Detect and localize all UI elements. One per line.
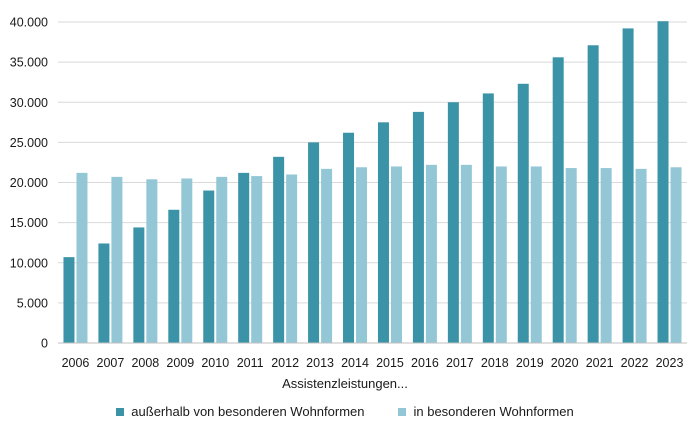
y-tick-label: 15.000 bbox=[10, 216, 48, 230]
bar-inside bbox=[251, 176, 263, 343]
y-tick-label: 35.000 bbox=[10, 56, 48, 70]
x-tick-label: 2010 bbox=[201, 356, 229, 370]
bar-outside bbox=[308, 142, 320, 343]
x-tick-label: 2017 bbox=[446, 356, 474, 370]
bar-outside bbox=[657, 21, 669, 343]
bar-outside bbox=[63, 257, 75, 343]
legend-swatch-inside bbox=[398, 407, 407, 416]
x-tick-label: 2011 bbox=[237, 356, 264, 370]
y-tick-label: 25.000 bbox=[10, 136, 48, 150]
bar-outside bbox=[238, 172, 250, 343]
x-axis-label: Assistenzleistungen... bbox=[282, 376, 408, 391]
bar-inside bbox=[76, 172, 88, 343]
bar-outside bbox=[447, 102, 459, 343]
x-tick-label: 2021 bbox=[586, 356, 614, 370]
bar-outside bbox=[517, 83, 529, 343]
bar-inside bbox=[635, 168, 647, 343]
legend-item-outside: außerhalb von besonderen Wohnformen bbox=[116, 404, 364, 419]
x-tick-label: 2013 bbox=[306, 356, 334, 370]
bars bbox=[63, 21, 682, 344]
y-tick-label: 20.000 bbox=[10, 176, 48, 190]
bar-inside bbox=[670, 167, 682, 343]
x-tick-label: 2020 bbox=[551, 356, 579, 370]
bar-inside bbox=[216, 176, 228, 343]
bar-inside bbox=[530, 166, 542, 343]
bar-outside bbox=[377, 122, 389, 343]
bar-outside bbox=[343, 132, 355, 343]
x-axis-ticks: 2006 2007 2008 2009 2010 2011 2012 2013 2014 2015… bbox=[62, 356, 684, 370]
bar-inside bbox=[286, 174, 298, 343]
x-tick-label: 2019 bbox=[516, 356, 544, 370]
bar-outside bbox=[203, 190, 215, 343]
x-tick-label: 2009 bbox=[166, 356, 194, 370]
legend-label-inside: in besonderen Wohnformen bbox=[413, 404, 574, 419]
x-tick-label: 2014 bbox=[341, 356, 369, 370]
x-tick-label: 2016 bbox=[411, 356, 439, 370]
x-tick-label: 2018 bbox=[481, 356, 509, 370]
bar-outside bbox=[273, 156, 285, 343]
bar-inside bbox=[321, 168, 333, 343]
bar-inside bbox=[600, 168, 612, 343]
bar-outside bbox=[482, 93, 494, 343]
y-tick-label: 5.000 bbox=[17, 296, 48, 310]
x-tick-label: 2012 bbox=[271, 356, 299, 370]
y-tick-label: 10.000 bbox=[10, 256, 48, 270]
bar-inside bbox=[390, 166, 402, 343]
y-axis-ticks: 0 5.000 10.000 15.000 20.000 25.000 30.000 35.0… bbox=[10, 16, 48, 351]
bar-inside bbox=[146, 179, 158, 343]
bar-outside bbox=[622, 28, 634, 343]
bar-inside bbox=[356, 167, 368, 343]
legend-swatch-outside bbox=[116, 407, 125, 416]
bar-outside bbox=[98, 243, 110, 343]
x-tick-label: 2006 bbox=[62, 356, 90, 370]
x-tick-label: 2015 bbox=[376, 356, 404, 370]
y-tick-label: 40.000 bbox=[10, 16, 48, 30]
legend-label-outside: außerhalb von besonderen Wohnformen bbox=[131, 404, 365, 419]
bar-outside bbox=[552, 57, 564, 344]
x-tick-label: 2007 bbox=[97, 356, 125, 370]
x-tick-label: 2008 bbox=[131, 356, 159, 370]
bar-outside bbox=[587, 45, 599, 344]
bar-inside bbox=[460, 164, 472, 343]
legend: außerhalb von besonderen Wohnformen in b… bbox=[0, 404, 690, 419]
bar-inside bbox=[181, 178, 193, 343]
legend-item-inside: in besonderen Wohnformen bbox=[398, 404, 574, 419]
bar-inside bbox=[495, 166, 507, 343]
y-tick-label: 30.000 bbox=[10, 96, 48, 110]
bar-inside bbox=[565, 168, 577, 343]
x-tick-label: 2023 bbox=[656, 356, 684, 370]
y-tick-label: 0 bbox=[41, 337, 48, 351]
bar-inside bbox=[425, 164, 437, 343]
bar-inside bbox=[111, 176, 123, 343]
bar-outside bbox=[133, 227, 145, 343]
bar-outside bbox=[412, 111, 424, 343]
x-tick-label: 2022 bbox=[621, 356, 649, 370]
gridlines bbox=[58, 21, 687, 304]
bar-outside bbox=[168, 209, 180, 343]
